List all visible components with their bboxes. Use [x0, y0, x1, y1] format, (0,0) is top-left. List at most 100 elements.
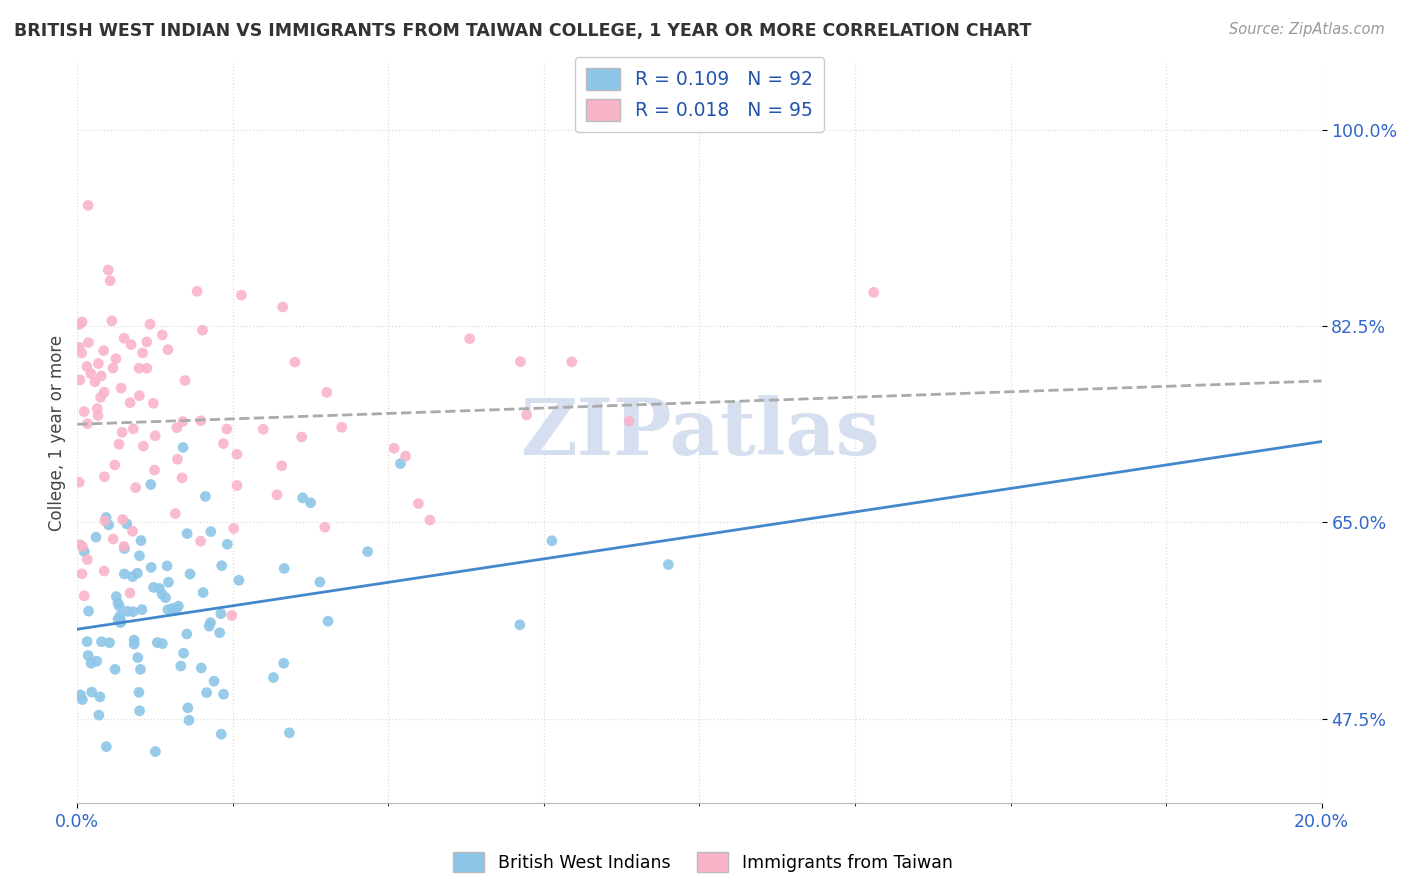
Point — [143, 463, 166, 477]
Point — [87, 708, 110, 723]
Point — [77, 198, 100, 212]
Point — [273, 656, 295, 670]
Point — [273, 561, 295, 575]
Point — [291, 430, 314, 444]
Point — [84, 530, 107, 544]
Point — [112, 331, 135, 345]
Point — [124, 481, 146, 495]
Point — [172, 441, 194, 455]
Point — [191, 585, 214, 599]
Point — [209, 607, 232, 621]
Point — [122, 605, 145, 619]
Point — [129, 533, 152, 548]
Point — [70, 566, 93, 581]
Point — [208, 625, 231, 640]
Point — [77, 335, 100, 350]
Point — [284, 355, 307, 369]
Point — [97, 263, 120, 277]
Point — [69, 688, 91, 702]
Point — [77, 604, 100, 618]
Point — [195, 686, 218, 700]
Point — [115, 516, 138, 531]
Point — [127, 650, 149, 665]
Point — [107, 596, 129, 610]
Point — [291, 491, 314, 505]
Point — [122, 637, 145, 651]
Point — [278, 725, 301, 739]
Point — [150, 637, 173, 651]
Point — [186, 285, 208, 299]
Point — [165, 507, 187, 521]
Point — [86, 654, 108, 668]
Point — [89, 690, 111, 704]
Point — [231, 288, 253, 302]
Point — [117, 604, 139, 618]
Point — [316, 614, 339, 628]
Point — [141, 560, 163, 574]
Point — [67, 318, 90, 332]
Point — [222, 521, 245, 535]
Point — [173, 646, 195, 660]
Point — [211, 558, 233, 573]
Point — [200, 615, 222, 630]
Point — [97, 517, 120, 532]
Point — [198, 619, 221, 633]
Point — [190, 661, 212, 675]
Point — [128, 685, 150, 699]
Point — [108, 599, 131, 613]
Point — [217, 537, 239, 551]
Point — [202, 674, 225, 689]
Point — [156, 343, 179, 357]
Point — [112, 540, 135, 554]
Point — [108, 437, 131, 451]
Point — [657, 558, 679, 572]
Point — [382, 442, 405, 456]
Point — [509, 617, 531, 632]
Point — [128, 389, 150, 403]
Point — [84, 375, 107, 389]
Point — [90, 369, 112, 384]
Point — [70, 315, 93, 329]
Point — [156, 558, 179, 573]
Point — [67, 340, 90, 354]
Point — [330, 420, 353, 434]
Point — [90, 390, 112, 404]
Legend: British West Indians, Immigrants from Taiwan: British West Indians, Immigrants from Ta… — [446, 845, 960, 879]
Point — [104, 662, 127, 676]
Point — [67, 475, 90, 490]
Point — [131, 346, 153, 360]
Point — [73, 404, 96, 418]
Point — [221, 608, 243, 623]
Point — [69, 538, 91, 552]
Text: Source: ZipAtlas.com: Source: ZipAtlas.com — [1229, 22, 1385, 37]
Point — [73, 589, 96, 603]
Point — [212, 687, 235, 701]
Point — [299, 496, 322, 510]
Point — [96, 739, 118, 754]
Point — [139, 477, 162, 491]
Point — [93, 469, 115, 483]
Point — [110, 381, 132, 395]
Point — [76, 359, 98, 374]
Point — [69, 373, 91, 387]
Point — [112, 541, 135, 556]
Point — [194, 490, 217, 504]
Point — [356, 544, 378, 558]
Point — [162, 601, 184, 615]
Point — [118, 586, 141, 600]
Text: BRITISH WEST INDIAN VS IMMIGRANTS FROM TAIWAN COLLEGE, 1 YEAR OR MORE CORRELATIO: BRITISH WEST INDIAN VS IMMIGRANTS FROM T… — [14, 22, 1032, 40]
Point — [127, 566, 149, 581]
Point — [148, 582, 170, 596]
Point — [101, 532, 124, 546]
Point — [139, 317, 162, 331]
Legend: R = 0.109   N = 92, R = 0.018   N = 95: R = 0.109 N = 92, R = 0.018 N = 95 — [575, 57, 824, 132]
Point — [165, 602, 187, 616]
Point — [142, 396, 165, 410]
Text: ZIPatlas: ZIPatlas — [520, 394, 879, 471]
Point — [226, 478, 249, 492]
Point — [111, 512, 134, 526]
Point — [146, 635, 169, 649]
Y-axis label: College, 1 year or more: College, 1 year or more — [48, 334, 66, 531]
Point — [122, 422, 145, 436]
Point — [166, 420, 188, 434]
